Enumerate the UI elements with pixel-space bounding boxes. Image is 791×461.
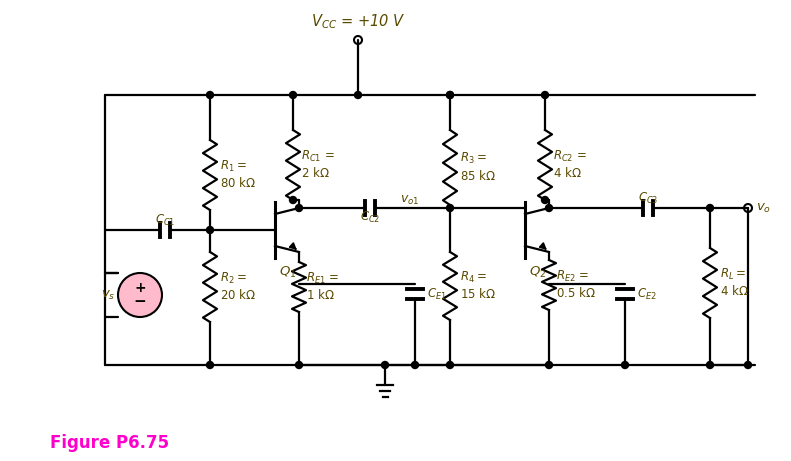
Text: $C_{C3}$: $C_{C3}$	[638, 191, 658, 206]
Text: $R_{E1}$ =: $R_{E1}$ =	[306, 271, 339, 285]
Circle shape	[622, 361, 629, 368]
Circle shape	[290, 196, 297, 203]
Text: $C_{E2}$: $C_{E2}$	[637, 286, 657, 301]
Text: 85 k$\Omega$: 85 k$\Omega$	[460, 169, 496, 183]
Circle shape	[446, 205, 453, 212]
Text: 4 k$\Omega$: 4 k$\Omega$	[553, 166, 581, 180]
Circle shape	[381, 361, 388, 368]
Text: $Q_1$: $Q_1$	[279, 265, 297, 279]
Text: $C_{C2}$: $C_{C2}$	[360, 210, 380, 225]
Circle shape	[411, 361, 418, 368]
Text: $C_{E1}$: $C_{E1}$	[427, 286, 447, 301]
Text: +: +	[134, 281, 146, 295]
Text: $C_{C1}$: $C_{C1}$	[155, 213, 176, 228]
Text: 80 k$\Omega$: 80 k$\Omega$	[220, 176, 256, 190]
Circle shape	[290, 91, 297, 99]
Text: $Q_2$: $Q_2$	[529, 265, 547, 279]
Text: 15 k$\Omega$: 15 k$\Omega$	[460, 287, 496, 301]
Text: $R_2 =$: $R_2 =$	[220, 271, 247, 285]
Text: 20 k$\Omega$: 20 k$\Omega$	[220, 288, 256, 302]
Circle shape	[354, 91, 361, 99]
Circle shape	[546, 361, 552, 368]
Circle shape	[744, 361, 751, 368]
Circle shape	[706, 361, 713, 368]
Circle shape	[118, 273, 162, 317]
Circle shape	[206, 226, 214, 234]
Text: $R_4 =$: $R_4 =$	[460, 269, 486, 284]
Text: $R_3 =$: $R_3 =$	[460, 151, 486, 166]
Text: $V_{CC}$ = +10 V: $V_{CC}$ = +10 V	[311, 12, 405, 31]
Circle shape	[296, 205, 302, 212]
Text: 1 k$\Omega$: 1 k$\Omega$	[306, 288, 335, 302]
Text: $R_L =$: $R_L =$	[720, 266, 746, 282]
Text: 4 k$\Omega$: 4 k$\Omega$	[720, 284, 748, 298]
Circle shape	[206, 91, 214, 99]
Text: $v_o$: $v_o$	[756, 201, 771, 214]
Circle shape	[446, 91, 453, 99]
Circle shape	[206, 361, 214, 368]
Text: 2 k$\Omega$: 2 k$\Omega$	[301, 166, 330, 180]
Text: $v_{o1}$: $v_{o1}$	[400, 194, 419, 207]
Text: $v_s$: $v_s$	[100, 289, 115, 301]
Circle shape	[446, 91, 453, 99]
Text: $R_{C2}$ =: $R_{C2}$ =	[553, 148, 587, 164]
Circle shape	[546, 205, 552, 212]
Circle shape	[446, 361, 453, 368]
Text: $R_{C1}$ =: $R_{C1}$ =	[301, 148, 335, 164]
Text: Figure P6.75: Figure P6.75	[50, 434, 169, 452]
Circle shape	[296, 361, 302, 368]
Text: −: −	[134, 294, 146, 308]
Text: $R_1 =$: $R_1 =$	[220, 159, 247, 173]
Text: $R_{E2}$ =: $R_{E2}$ =	[556, 268, 589, 284]
Circle shape	[706, 205, 713, 212]
Circle shape	[542, 91, 548, 99]
Text: 0.5 k$\Omega$: 0.5 k$\Omega$	[556, 286, 596, 300]
Circle shape	[542, 196, 548, 203]
